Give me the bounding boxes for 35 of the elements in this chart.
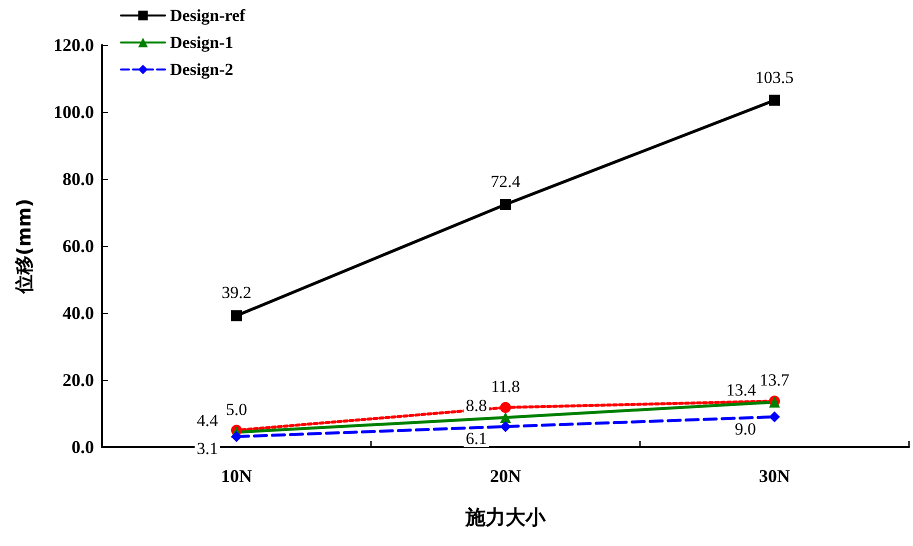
data-label: 13.4 [726, 380, 756, 400]
x-tick-label: 10N [221, 466, 252, 486]
data-label: 8.8 [466, 396, 487, 416]
data-label: 11.8 [490, 376, 520, 396]
y-tick-label: 0.0 [72, 437, 94, 457]
y-tick-label: 20.0 [62, 370, 94, 390]
x-tick-label: 30N [759, 466, 790, 486]
point [500, 421, 511, 432]
legend-label: Design-ref [170, 6, 246, 25]
point [231, 310, 242, 322]
y-tick-label: 120.0 [54, 35, 94, 55]
data-label: 4.4 [196, 410, 218, 430]
point [231, 431, 242, 442]
data-label: 3.1 [196, 439, 218, 458]
point [500, 412, 511, 424]
data-label: 13.7 [760, 370, 790, 390]
data-label: 6.1 [466, 429, 487, 448]
point [500, 198, 511, 210]
y-tick-label: 100.0 [54, 102, 94, 122]
y-axis-title: 位移(mm) [14, 198, 36, 294]
legend-label: Design-1 [170, 33, 234, 52]
y-tick-label: 80.0 [62, 169, 94, 189]
data-label: 39.2 [222, 283, 252, 302]
y-tick-label: 60.0 [62, 236, 94, 256]
data-label: 9.0 [734, 419, 756, 438]
data-label: 103.5 [755, 68, 794, 87]
point [769, 411, 780, 422]
x-axis-title: 施力大小 [464, 505, 546, 529]
point [500, 402, 511, 413]
x-tick-label: 20N [490, 466, 521, 486]
data-label: 5.0 [226, 400, 248, 419]
legend-label: Design-2 [170, 60, 234, 79]
point [769, 94, 780, 106]
data-label: 72.4 [490, 172, 521, 191]
y-tick-label: 40.0 [62, 303, 94, 323]
